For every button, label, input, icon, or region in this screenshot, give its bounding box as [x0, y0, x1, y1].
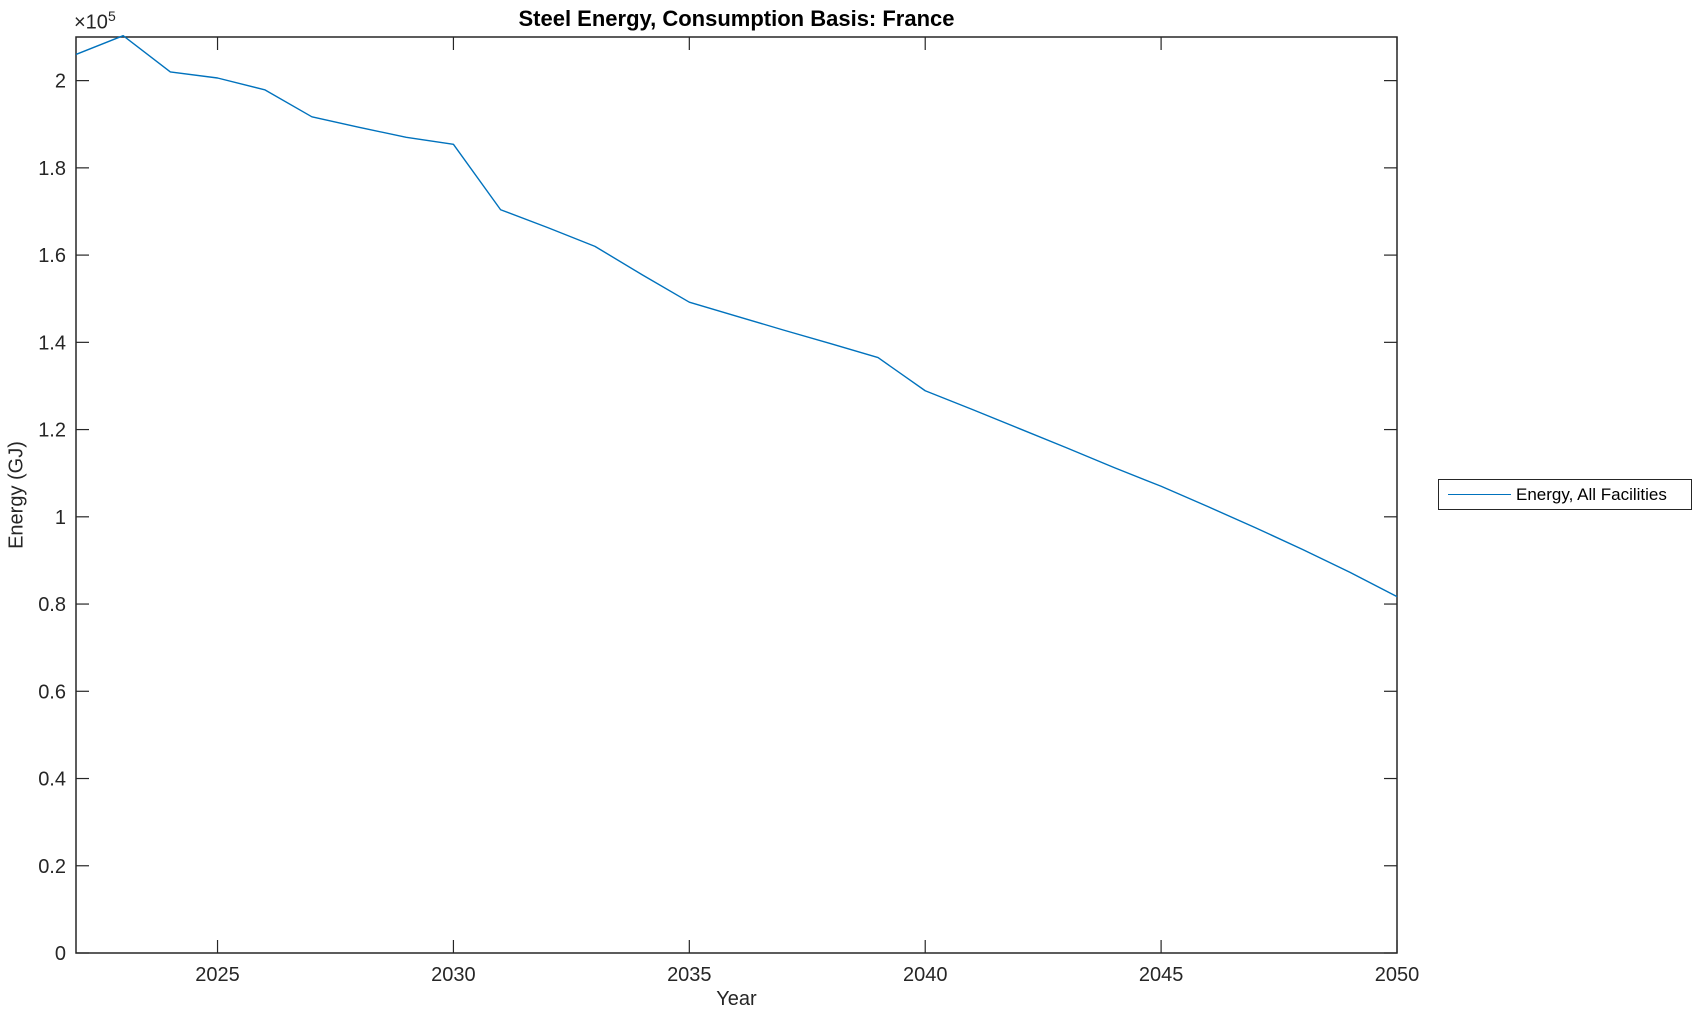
y-tick-label: 1.2: [38, 420, 66, 442]
y-tick-label: 0.6: [38, 681, 66, 703]
y-tick-label: 1: [55, 507, 66, 529]
chart-title: Steel Energy, Consumption Basis: France: [518, 6, 955, 31]
y-tick-label: 0: [55, 943, 66, 965]
y-tick-label: 0.2: [38, 856, 66, 878]
legend-label: Energy, All Facilities: [1516, 484, 1667, 504]
x-axis-label: Year: [716, 988, 757, 1010]
y-tick-label: 1.4: [38, 332, 66, 354]
y-tick-label: 0.8: [38, 594, 66, 616]
x-tick-label: 2030: [431, 964, 476, 986]
y-axis-scale-label: ×105: [74, 8, 116, 35]
y-tick-label: 1.8: [38, 158, 66, 180]
axes-box: [75, 36, 1398, 954]
y-tick-label: 1.6: [38, 245, 66, 267]
y-axis-scale-exponent: 5: [107, 8, 116, 24]
legend-line-sample: [1448, 494, 1511, 495]
y-tick-label: 0.4: [38, 769, 66, 791]
x-tick-label: 2040: [903, 964, 948, 986]
series-line: [75, 34, 1398, 598]
x-tick-label: 2045: [1139, 964, 1184, 986]
x-tick-label: 2025: [195, 964, 240, 986]
y-axis-scale-base: ×10: [74, 11, 108, 34]
x-tick-label: 2035: [667, 964, 712, 986]
x-tick-label: 2050: [1375, 964, 1420, 986]
y-axis-label: Energy (GJ): [5, 441, 28, 549]
legend: Energy, All Facilities: [1438, 479, 1692, 510]
y-tick-label: 2: [55, 71, 66, 93]
